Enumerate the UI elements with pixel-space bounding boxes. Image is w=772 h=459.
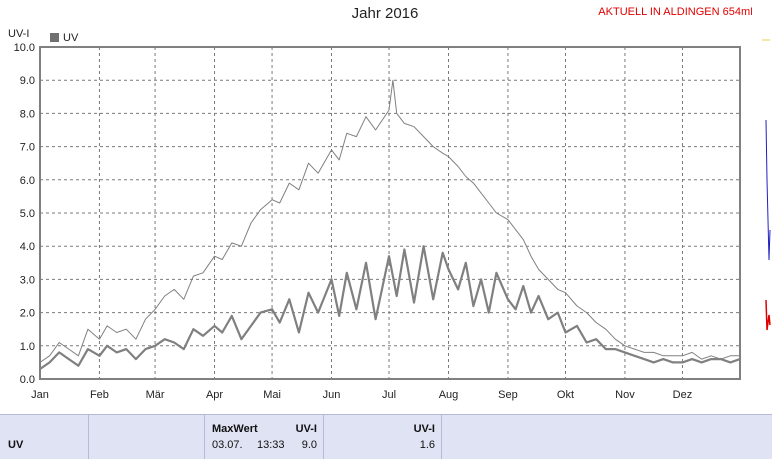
footer-max-cell: MaxWert UV-I 03.07. 13:33 9.0 [205, 415, 324, 459]
x-tick-label: Feb [90, 389, 109, 401]
legend-swatch [50, 33, 59, 42]
max-date: 03.07. [212, 439, 243, 451]
uv-chart: 0.0 1.0 2.0 3.0 4.0 5.0 6.0 7.0 8.0 9.0 10.0 Jan Fe… [8, 28, 741, 401]
x-tick-label: Aug [439, 389, 459, 401]
x-tick-label: Nov [615, 389, 635, 401]
y-tick-label: 3.0 [20, 274, 35, 286]
y-tick-label: 4.0 [20, 241, 35, 253]
y-tick-label: 0.0 [20, 374, 35, 386]
y-tick-label: 6.0 [20, 175, 35, 187]
x-tick-label: Okt [557, 389, 574, 401]
x-tick-label: Jun [323, 389, 341, 401]
side-panel [752, 0, 772, 458]
y-tick-label: 7.0 [20, 142, 35, 154]
x-tick-label: Jan [31, 389, 49, 401]
x-tick-label: Dez [673, 389, 693, 401]
station-label: AKTUELL IN ALDINGEN 654mNN [598, 6, 766, 18]
y-tick-label: 9.0 [20, 75, 35, 87]
y-tick-label: 2.0 [20, 308, 35, 320]
chart-title: Jahr 2016 [351, 5, 419, 22]
x-tick-label: Sep [498, 389, 518, 401]
max-unit: UV-I [295, 423, 317, 435]
y-axis-label: UV-I [8, 28, 29, 40]
y-tick-label: 8.0 [20, 108, 35, 120]
y-tick-label: 1.0 [20, 341, 35, 353]
x-tick-label: Jul [382, 389, 396, 401]
legend-label: UV [63, 32, 79, 44]
side-footer [752, 414, 772, 459]
side-mini-graph [762, 39, 771, 331]
x-tick-label: Mär [146, 389, 165, 401]
y-tick-label: 5.0 [20, 208, 35, 220]
series-line-daily_mean [39, 245, 741, 370]
footer-row-label-cell: UV [0, 415, 89, 459]
footer-current-cell: UV-I 1.6 [324, 415, 442, 459]
footer-row-label: UV [8, 439, 24, 451]
current-unit: UV-I [413, 423, 435, 435]
y-tick-label: 10.0 [14, 42, 35, 54]
x-tick-label: Mai [263, 389, 281, 401]
series-line-daily_max [39, 79, 740, 363]
current-value: 1.6 [419, 439, 435, 451]
x-tick-label: Apr [206, 389, 223, 401]
max-value: 9.0 [301, 439, 317, 451]
max-time: 13:33 [257, 439, 285, 451]
footer-empty-cell [89, 415, 205, 459]
max-label: MaxWert [212, 423, 258, 435]
footer-table: UV MaxWert UV-I 03.07. 13:33 9.0 UV-I 1.… [0, 414, 752, 459]
